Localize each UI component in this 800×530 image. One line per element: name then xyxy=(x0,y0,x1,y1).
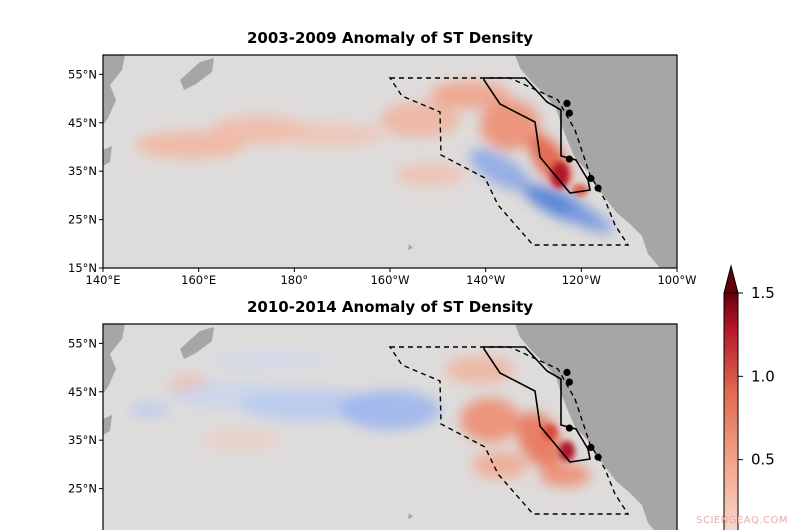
panel-top-title: 2003-2009 Anomaly of ST Density xyxy=(247,29,533,47)
y-tick-label: 55°N xyxy=(68,67,97,81)
x-tick-label: 140°E xyxy=(86,273,121,287)
panel-bottom-title: 2010-2014 Anomaly of ST Density xyxy=(247,298,533,316)
colorbar-tick-label: 1.0 xyxy=(751,367,775,385)
watermark: SCIENGEAQ.COM xyxy=(696,515,788,526)
coastal-region xyxy=(483,77,591,194)
colorbar-gradient xyxy=(723,292,739,530)
x-tick-label: 180° xyxy=(280,273,308,287)
station-marker xyxy=(565,155,573,163)
station-marker xyxy=(594,184,602,192)
offshore-region xyxy=(388,77,630,246)
anomaly-field xyxy=(130,350,590,487)
y-axis-ticks: 55°N 45°N 35°N 25°N 15°N xyxy=(68,67,103,275)
land xyxy=(103,55,677,268)
x-tick-label: 140°W xyxy=(466,273,505,287)
panel-bottom: 2010-2014 Anomaly of ST Density xyxy=(68,298,678,530)
colorbar: 1.5 1.0 0.5 xyxy=(723,264,775,530)
coastal-region xyxy=(483,346,591,463)
offshore-region xyxy=(388,346,630,515)
station-marker xyxy=(587,174,595,183)
panel-bottom-frame xyxy=(102,323,678,530)
y-tick-label: 25°N xyxy=(68,213,97,227)
station-marker xyxy=(587,443,595,452)
station-marker xyxy=(563,368,571,377)
panel-bottom-map xyxy=(103,324,677,530)
y-tick-label: 45°N xyxy=(68,116,97,130)
y-tick-label: 55°N xyxy=(68,336,97,350)
station-marker xyxy=(563,99,571,108)
station-marker xyxy=(565,378,573,386)
y-tick-label: 35°N xyxy=(68,433,97,447)
station-marker xyxy=(565,424,573,432)
x-tick-label: 160°E xyxy=(181,273,216,287)
anomaly-field xyxy=(135,81,614,234)
y-tick-label: 15°N xyxy=(68,261,97,275)
station-marker xyxy=(594,453,602,461)
y-axis-ticks: 55°N 45°N 35°N 25°N xyxy=(68,336,103,496)
station-markers xyxy=(563,368,602,461)
colorbar-tick-label: 0.5 xyxy=(751,451,775,469)
panel-top-map xyxy=(103,55,677,268)
y-tick-label: 45°N xyxy=(68,385,97,399)
colorbar-tick-label: 1.5 xyxy=(751,284,775,302)
x-axis-ticks: 140°E 160°E 180° 160°W 140°W 120°W 100°W xyxy=(86,268,697,287)
colorbar-ticks: 1.5 1.0 0.5 xyxy=(738,284,775,469)
colorbar-arrow xyxy=(723,264,739,294)
station-marker xyxy=(565,109,573,117)
y-tick-label: 35°N xyxy=(68,164,97,178)
station-markers xyxy=(563,99,602,192)
x-tick-label: 160°W xyxy=(370,273,409,287)
y-tick-label: 25°N xyxy=(68,482,97,496)
panel-top: 2003-2009 Anomaly of ST Density xyxy=(68,29,697,287)
x-tick-label: 120°W xyxy=(562,273,601,287)
x-tick-label: 100°W xyxy=(657,273,696,287)
